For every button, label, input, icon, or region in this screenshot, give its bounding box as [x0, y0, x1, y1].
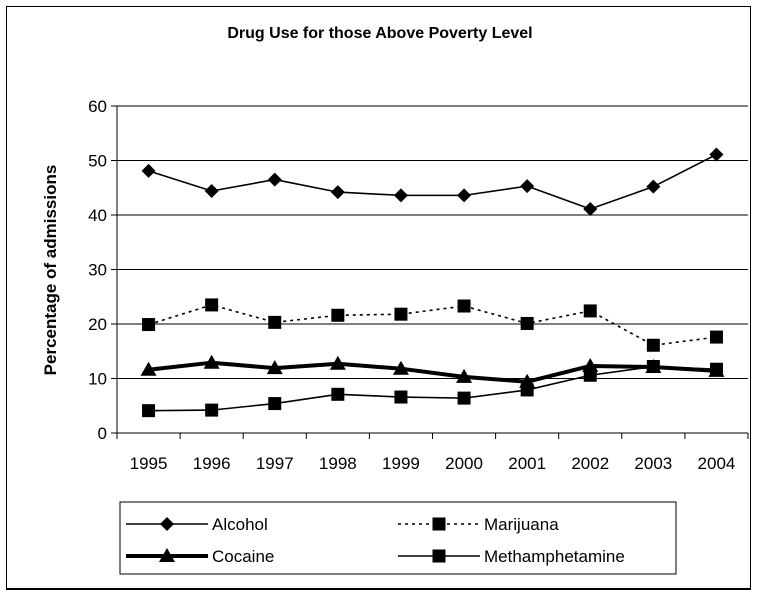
series-line-cocaine	[148, 360, 717, 384]
y-tick-label: 20	[88, 315, 107, 334]
series-line-methamphetamine	[148, 365, 717, 412]
x-tick-label: 1996	[193, 454, 231, 473]
data-point-alcohol	[520, 179, 535, 194]
chart-title: Drug Use for those Above Poverty Level	[227, 25, 532, 42]
gridlines	[117, 105, 748, 379]
data-point-cocaine	[456, 368, 473, 383]
series-line-marijuana	[148, 304, 717, 347]
data-point-marijuana	[646, 338, 660, 352]
data-point-alcohol	[709, 147, 724, 162]
data-point-alcohol	[330, 185, 345, 200]
x-tick-label: 2000	[445, 454, 483, 473]
data-point-alcohol	[457, 188, 472, 203]
data-point-alcohol	[204, 184, 219, 199]
series-marijuana	[142, 298, 723, 352]
legend-label-methamphetamine: Methamphetamine	[484, 547, 625, 566]
legend-label-marijuana: Marijuana	[484, 515, 559, 534]
legend-marker-cocaine	[159, 548, 175, 562]
data-point-methamphetamine	[331, 387, 345, 401]
data-point-methamphetamine	[646, 360, 660, 374]
legend-label-alcohol: Alcohol	[212, 515, 268, 534]
data-point-marijuana	[709, 330, 723, 344]
legend: Alcohol Marijuana Cocaine Methamphetamine	[119, 501, 677, 575]
y-axis-label: Percentage of admissions	[41, 165, 60, 376]
legend-box	[119, 501, 677, 575]
data-point-methamphetamine	[142, 404, 156, 418]
series-line-alcohol	[148, 153, 717, 210]
x-tick-label: 2002	[571, 454, 609, 473]
data-point-methamphetamine	[205, 403, 219, 417]
x-tick-label: 2004	[698, 454, 736, 473]
data-point-cocaine	[582, 357, 599, 372]
chart-frame	[6, 6, 751, 590]
legend-marker-methamphetamine	[432, 549, 446, 563]
data-point-marijuana	[142, 318, 156, 332]
y-tick-label: 60	[88, 97, 107, 116]
x-tick-label: 1998	[319, 454, 357, 473]
x-tick-label: 2001	[508, 454, 546, 473]
data-point-cocaine	[140, 361, 157, 376]
data-point-alcohol	[583, 202, 598, 217]
y-tick-label: 10	[88, 370, 107, 389]
axes: 0 10 20 30 40 50 60 1995 1996 1997 1998 1999 2000 200…	[88, 97, 749, 473]
data-point-marijuana	[268, 315, 282, 329]
data-point-cocaine	[392, 360, 409, 375]
data-point-alcohol	[646, 179, 661, 194]
y-tick-label: 30	[88, 261, 107, 280]
data-point-alcohol	[141, 163, 156, 178]
series-methamphetamine	[142, 360, 723, 418]
data-point-marijuana	[394, 307, 408, 321]
x-tick-label: 2003	[634, 454, 672, 473]
legend-marker-marijuana	[432, 517, 446, 531]
x-tick-label: 1997	[256, 454, 294, 473]
data-point-marijuana	[457, 299, 471, 313]
legend-label-cocaine: Cocaine	[212, 547, 274, 566]
data-point-methamphetamine	[394, 390, 408, 404]
data-point-alcohol	[393, 188, 408, 203]
data-point-marijuana	[331, 308, 345, 322]
data-point-marijuana	[583, 304, 597, 318]
series-cocaine	[140, 354, 725, 388]
data-point-cocaine	[329, 355, 346, 370]
x-tick-label: 1999	[382, 454, 420, 473]
data-point-cocaine	[203, 354, 220, 369]
series-lines	[140, 147, 725, 418]
data-point-methamphetamine	[457, 391, 471, 405]
series-alcohol	[141, 147, 724, 217]
data-point-methamphetamine	[709, 362, 723, 376]
data-point-alcohol	[267, 172, 282, 187]
y-tick-label: 50	[88, 152, 107, 171]
y-tick-label: 0	[98, 424, 107, 443]
data-point-methamphetamine	[268, 397, 282, 411]
data-point-cocaine	[266, 360, 283, 375]
legend-marker-alcohol	[160, 517, 174, 531]
y-tick-label: 40	[88, 206, 107, 225]
data-point-methamphetamine	[520, 383, 534, 397]
x-tick-label: 1995	[130, 454, 168, 473]
data-point-methamphetamine	[583, 368, 597, 382]
data-point-marijuana	[205, 298, 219, 312]
data-point-marijuana	[520, 316, 534, 330]
